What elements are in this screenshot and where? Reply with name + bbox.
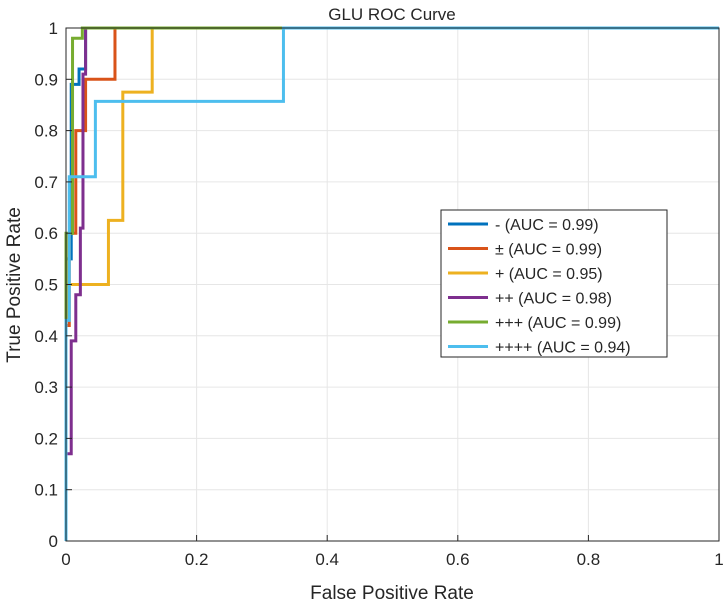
legend-entry: ± (AUC = 0.99) [495, 242, 602, 259]
y-tick-label: 0.1 [34, 481, 58, 500]
y-tick-label: 0.6 [34, 224, 58, 243]
x-tick-label: 0.4 [315, 550, 339, 569]
y-tick-label: 1 [49, 19, 58, 38]
x-tick-label: 0 [61, 550, 70, 569]
y-axis-label: True Positive Rate [4, 207, 25, 363]
x-tick-label: 0.8 [577, 550, 601, 569]
y-tick-label: 0.4 [34, 327, 58, 346]
y-tick-label: 0.2 [34, 429, 58, 448]
legend-entry: +++ (AUC = 0.99) [495, 315, 621, 332]
x-tick-label: 0.2 [185, 550, 209, 569]
y-tick-label: 0.9 [34, 70, 58, 89]
chart-title: GLU ROC Curve [328, 5, 456, 24]
roc-line [64, 26, 719, 541]
ticks: 0 0.2 0.4 0.6 0.8 1 0 0.1 0.2 0.3 0.4 0.5 0.6 0.7 0.8 0… [34, 19, 723, 569]
legend: - (AUC = 0.99) ± (AUC = 0.99) + (AUC = 0.9… [440, 209, 668, 358]
legend-entry: ++++ (AUC = 0.94) [495, 340, 631, 357]
y-tick-label: 0.3 [34, 378, 58, 397]
roc-line [64, 26, 719, 541]
legend-entry: - (AUC = 0.99) [495, 217, 599, 234]
y-tick-label: 0 [49, 532, 58, 551]
y-tick-label: 0.8 [34, 122, 58, 141]
x-tick-label: 1 [714, 550, 723, 569]
y-tick-label: 0.5 [34, 276, 58, 295]
legend-box [440, 209, 668, 358]
x-tick-label: 0.6 [446, 550, 470, 569]
y-tick-label: 0.7 [34, 173, 58, 192]
x-axis-label: False Positive Rate [310, 583, 474, 603]
legend-entry: ++ (AUC = 0.98) [495, 291, 612, 308]
legend-entry: + (AUC = 0.95) [495, 266, 603, 283]
roc-line [64, 26, 719, 541]
